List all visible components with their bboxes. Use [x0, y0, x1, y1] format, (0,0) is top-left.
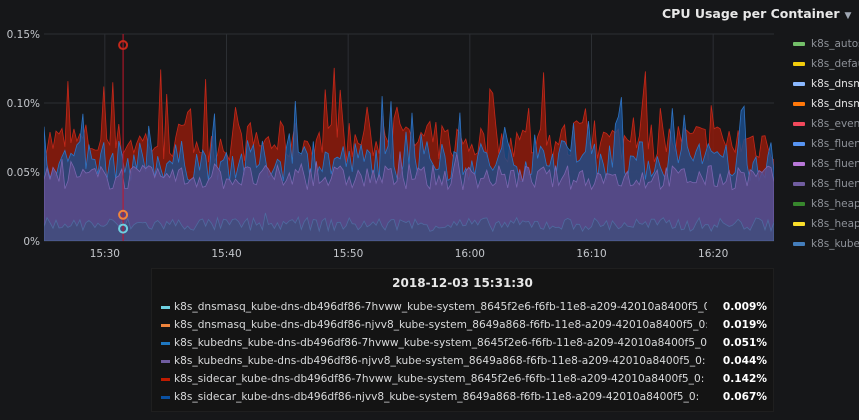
legend-label: k8s_fluen [811, 158, 859, 170]
x-axis: 15:30 15:40 15:50 16:00 16:10 16:20 [90, 248, 729, 260]
hover-point-2 [118, 223, 129, 234]
legend-label: k8s_heap [811, 198, 859, 210]
legend-item[interactable]: k8s_fluen [782, 134, 859, 154]
legend-item[interactable]: k8s_kube [782, 234, 859, 254]
series-area-dnsmasq [44, 212, 774, 241]
panel-title-text: CPU Usage per Container [662, 6, 840, 21]
legend-label: k8s_fluen [811, 138, 859, 150]
hover-crosshair [118, 34, 129, 241]
legend-swatch [793, 242, 805, 246]
tooltip-series-name: k8s_kubedns_kube-dns-db496df86-7hvww_kub… [174, 337, 707, 349]
tooltip-series-name: k8s_kubedns_kube-dns-db496df86-njvv8_kub… [174, 355, 706, 367]
series-area-kubedns [44, 151, 774, 241]
tooltip-series-value: 0.019% [722, 319, 767, 331]
tooltip-series-value: 0.044% [722, 355, 767, 367]
x-tick-label-0: 15:30 [90, 248, 120, 260]
x-tick-label-4: 16:10 [576, 248, 606, 260]
panel-title[interactable]: CPU Usage per Container ▼ [662, 6, 851, 21]
legend: k8s_autos k8s_defau k8s_dnsm k8s_dnsm k8s_ev… [782, 34, 859, 262]
y-tick-label-0: 0% [23, 236, 40, 248]
y-tick-label-3: 0.15% [7, 29, 40, 41]
legend-label: k8s_kube [811, 238, 859, 250]
tooltip-row: k8s_dnsmasq_kube-dns-db496df86-7hvww_kub… [161, 298, 767, 316]
x-tick-label-5: 16:20 [698, 248, 728, 260]
tooltip-swatch [161, 323, 170, 327]
y-tick-label-2: 0.10% [7, 98, 40, 110]
hover-point-0 [118, 40, 129, 51]
legend-item[interactable]: k8s_defau [782, 54, 859, 74]
legend-swatch [793, 222, 805, 226]
legend-swatch [793, 62, 805, 66]
tooltip-series-value: 0.142% [722, 373, 767, 385]
legend-swatch [793, 202, 805, 206]
tooltip-swatch [161, 359, 170, 363]
legend-swatch [793, 82, 805, 86]
legend-label: k8s_defau [811, 58, 859, 70]
legend-label: k8s_dnsm [811, 78, 859, 90]
tooltip-row: k8s_sidecar_kube-dns-db496df86-njvv8_kub… [161, 388, 767, 406]
legend-item[interactable]: k8s_event [782, 114, 859, 134]
legend-swatch [793, 142, 805, 146]
tooltip-series-name: k8s_sidecar_kube-dns-db496df86-7hvww_kub… [174, 373, 705, 385]
x-tick-label-3: 16:00 [455, 248, 485, 260]
legend-item[interactable]: k8s_dnsm [782, 74, 859, 94]
legend-swatch [793, 162, 805, 166]
legend-item[interactable]: k8s_heap [782, 214, 859, 234]
legend-item[interactable]: k8s_fluen [782, 174, 859, 194]
tooltip-swatch [161, 377, 170, 381]
tooltip-row: k8s_sidecar_kube-dns-db496df86-7hvww_kub… [161, 370, 767, 388]
caret-down-icon[interactable]: ▼ [844, 11, 852, 21]
tooltip-series-name: k8s_sidecar_kube-dns-db496df86-njvv8_kub… [174, 391, 700, 403]
legend-label: k8s_heap [811, 218, 859, 230]
tooltip-series-value: 0.009% [722, 301, 767, 313]
legend-label: k8s_event [811, 118, 859, 130]
tooltip-series-value: 0.051% [722, 337, 767, 349]
tooltip-swatch [161, 305, 170, 309]
legend-swatch [793, 182, 805, 186]
legend-item[interactable]: k8s_fluen [782, 154, 859, 174]
tooltip-series-value: 0.067% [722, 391, 767, 403]
tooltip-swatch [161, 395, 170, 399]
tooltip-row: k8s_dnsmasq_kube-dns-db496df86-njvv8_kub… [161, 316, 767, 334]
legend-item[interactable]: k8s_autos [782, 34, 859, 54]
y-tick-label-1: 0.05% [7, 167, 40, 179]
legend-item[interactable]: k8s_dnsm [782, 94, 859, 114]
hover-point-1 [118, 209, 129, 220]
tooltip-row: k8s_kubedns_kube-dns-db496df86-7hvww_kub… [161, 334, 767, 352]
tooltip-row: k8s_kubedns_kube-dns-db496df86-njvv8_kub… [161, 352, 767, 370]
legend-label: k8s_autos [811, 38, 859, 50]
x-tick-label-1: 15:40 [211, 248, 241, 260]
tooltip-swatch [161, 341, 170, 345]
x-tick-label-2: 15:50 [333, 248, 363, 260]
series-areas [44, 67, 774, 241]
tooltip-series-name: k8s_dnsmasq_kube-dns-db496df86-7hvww_kub… [174, 301, 707, 313]
tooltip-series-name: k8s_dnsmasq_kube-dns-db496df86-njvv8_kub… [174, 319, 707, 331]
legend-item[interactable]: k8s_heap [782, 194, 859, 214]
tooltip-time: 2018-12-03 15:31:30 [392, 276, 533, 290]
tooltip: 2018-12-03 15:31:30 k8s_dnsmasq_kube-dns… [151, 268, 774, 412]
legend-swatch [793, 42, 805, 46]
legend-swatch [793, 102, 805, 106]
legend-label: k8s_fluen [811, 178, 859, 190]
legend-swatch [793, 122, 805, 126]
legend-label: k8s_dnsm [811, 98, 859, 110]
y-axis: 0% 0.05% 0.10% 0.15% [7, 29, 40, 248]
